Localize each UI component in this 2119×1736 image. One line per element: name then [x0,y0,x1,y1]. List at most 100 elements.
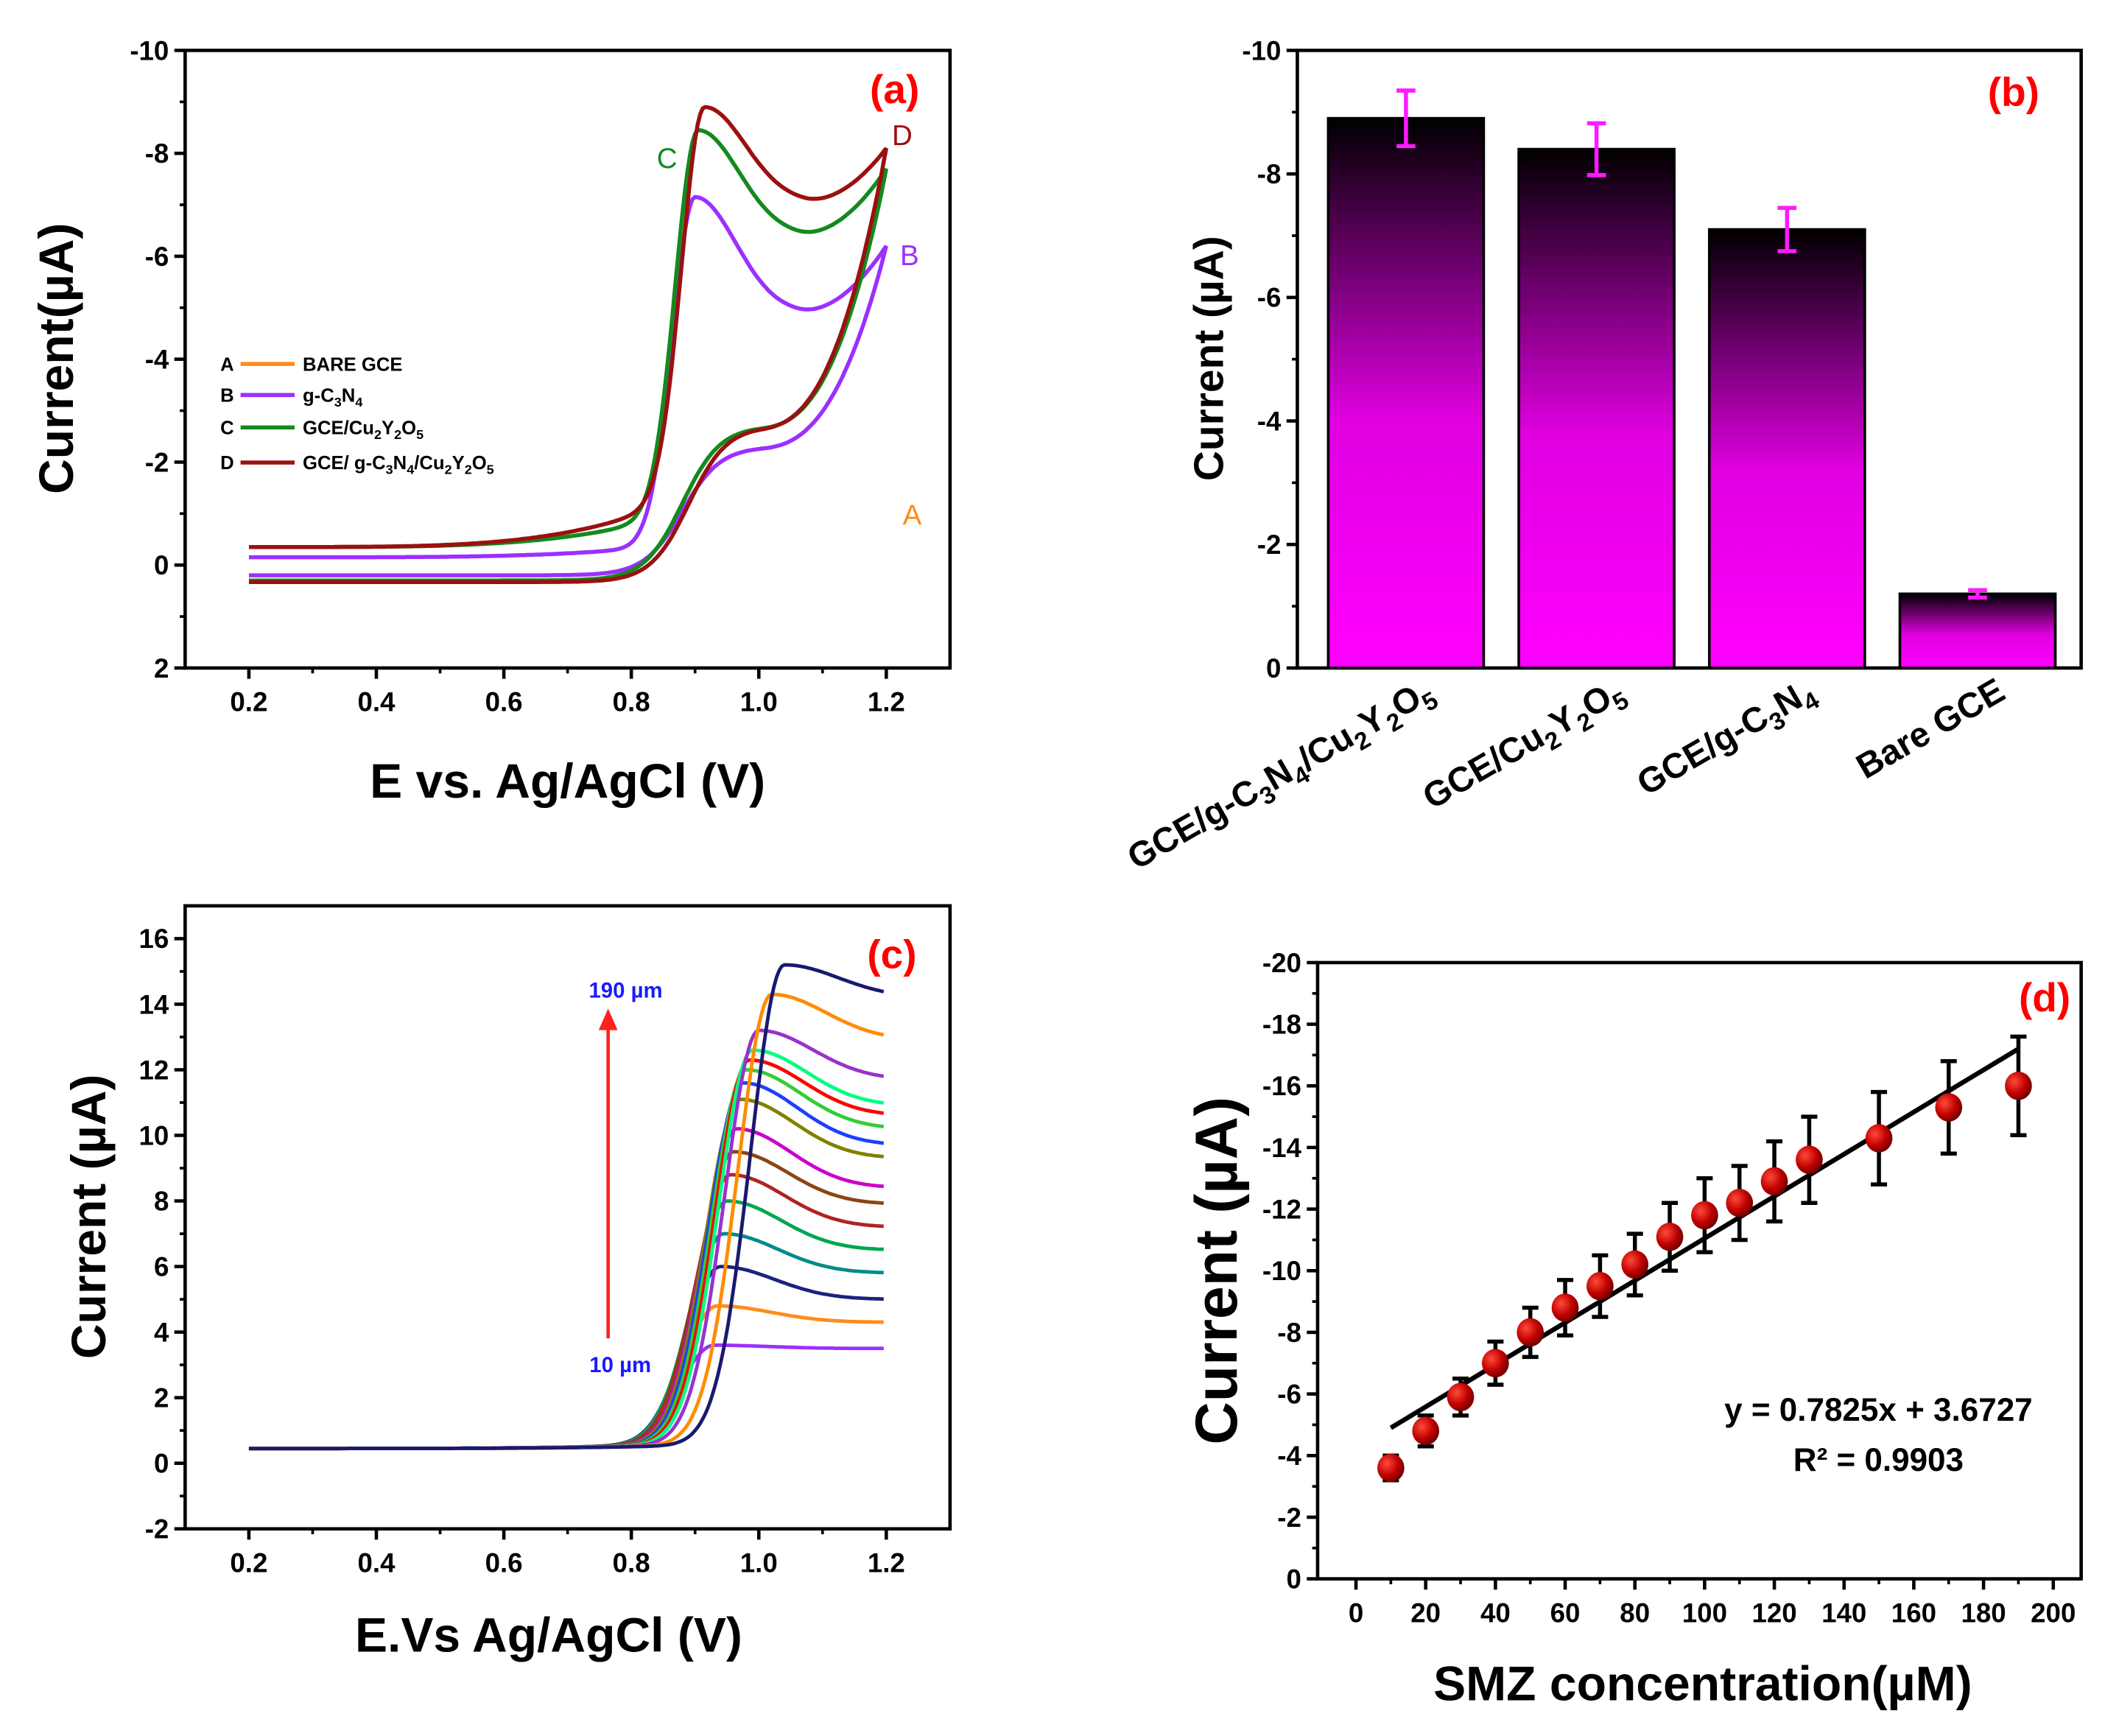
panel-d-xlabel: SMZ concentration(µM) [1433,1656,1972,1711]
fit-equation: y = 0.7825x + 3.6727 [1724,1392,2033,1428]
x-tick-label: 1.2 [868,1547,905,1578]
y-tick-label: -4 [145,345,169,375]
panel-a-label: (a) [870,66,919,112]
x-tick-label: 160 [1891,1598,1936,1628]
curve-label-a: A [903,499,922,531]
data-point [1691,1201,1718,1230]
category-label: Bare GCE [1850,671,2011,787]
panel-b-ylabel: Current (µA) [1187,236,1233,481]
y-tick-label: 0 [1266,653,1281,683]
x-tick-label: 0.6 [485,1547,523,1578]
category-label: GCE/g-C3N4 [1631,671,1824,809]
panel-d-ylabel: Current (µA) [1184,1097,1250,1445]
category-label: GCE/g-C3N4/Cu2Y2O5 [1121,671,1443,883]
legend-key-a: A [220,354,234,375]
data-point [1726,1188,1754,1217]
cv-curve-30 [248,1265,884,1451]
y-tick-label: -6 [145,242,169,272]
y-tick-label: -18 [1262,1009,1301,1039]
data-point [2005,1072,2032,1100]
y-tick-label: -16 [1262,1071,1301,1101]
y-tick-label: -8 [1257,159,1282,189]
y-tick-label: 8 [154,1186,169,1216]
y-tick-label: -20 [1262,948,1301,978]
y-tick-label: -4 [1257,406,1282,436]
panel-c-xlabel: E.Vs Ag/AgCl (V) [355,1608,742,1662]
cv-curve-20 [248,1304,884,1451]
y-tick-label: 2 [154,653,169,683]
panel-b: -10 -8 -6 -4 -2 0GCE/g-C3N4/Cu2Y2O5GCE/Cu2Y2O… [1121,35,2083,883]
y-tick-label: 4 [154,1317,169,1347]
x-tick-label: 80 [1620,1598,1650,1628]
data-point [1621,1250,1649,1279]
y-tick-label: -2 [1277,1503,1301,1533]
x-tick-label: 140 [1821,1598,1866,1628]
legend-label-c: GCE/Cu2Y2O5 [303,418,424,442]
y-tick-label: 2 [154,1382,169,1413]
y-tick-label: 0 [154,1449,169,1479]
x-tick-label: 1.2 [868,687,905,717]
x-tick-label: 0 [1349,1598,1363,1628]
curve-label-b: B [900,240,919,272]
cv-curve-b [248,194,888,577]
y-tick-label: -8 [1277,1318,1301,1348]
data-point [1935,1093,1963,1122]
legend-label-d: GCE/ g-C3N4/Cu2Y2O5 [303,453,494,477]
cv-curve-130 [248,1048,885,1451]
data-point [1865,1124,1893,1153]
x-tick-label: 60 [1550,1598,1581,1628]
cv-curve-100 [248,1080,885,1451]
panel-b-plot-area: -10 -8 -6 -4 -2 0GCE/g-C3N4/Cu2Y2O5GCE/Cu2Y2O… [1121,35,2083,883]
y-tick-label: -14 [1262,1133,1302,1163]
data-point [1551,1293,1579,1322]
data-point [1447,1382,1475,1412]
annotation-top: 190 µm [588,979,662,1003]
category-label: GCE/Cu2Y2O5 [1416,671,1634,823]
y-tick-label: -4 [1277,1441,1301,1471]
data-point [1412,1416,1440,1446]
bar [1326,116,1486,670]
r-squared: R² = 0.9903 [1793,1442,1964,1478]
y-tick-label: 0 [154,550,169,580]
y-tick-label: -6 [1277,1379,1301,1409]
x-tick-label: 40 [1480,1598,1511,1628]
legend-label-a: BARE GCE [303,354,403,375]
bar [1707,228,1866,670]
legend-key-b: B [220,385,234,406]
x-tick-label: 200 [2031,1598,2076,1628]
x-tick-label: 0.2 [230,1547,267,1578]
x-tick-label: 1.0 [740,1547,778,1578]
y-tick-label: -2 [145,1514,169,1545]
panel-c-plot-area: -2 0 2 4 6 8 10 12 14 16 0.2 0.4 0.6 0.8 1.0 1.2 [139,904,952,1578]
curve-label-d: D [892,120,913,152]
y-tick-label: 16 [139,924,169,954]
x-tick-label: 0.8 [613,687,650,717]
curve-label-c: C [657,143,678,175]
panel-b-label: (b) [1988,69,2039,115]
y-tick-label: -10 [130,35,169,66]
panel-c-label: (c) [867,931,916,977]
panel-d-label: (d) [2019,974,2070,1020]
x-tick-label: 1.0 [740,687,778,717]
panel-d-plot-area: -20-18-16-14-12-10-8-6-4-200 20 40 60 80 100 1… [1262,948,2083,1628]
y-tick-label: -10 [1262,1256,1301,1286]
y-tick-label: -2 [145,447,169,477]
x-tick-label: 0.4 [357,1547,396,1578]
y-tick-label: 0 [1287,1564,1301,1594]
data-point [1656,1222,1684,1251]
cv-curve-190 [248,963,885,1451]
legend-key-c: C [220,418,234,439]
panel-a-legend: A BARE GCE B g-C3N4 C GCE/Cu2Y2O5 D GCE/… [220,354,494,477]
bar [1898,592,2057,670]
y-tick-label: 12 [139,1055,169,1085]
cv-curve-110 [248,1068,885,1451]
y-tick-label: 14 [139,989,169,1019]
cv-curve-40 [248,1231,884,1451]
data-point [1760,1167,1788,1196]
x-tick-label: 100 [1682,1598,1727,1628]
cv-curve-150 [248,1028,885,1451]
data-point [1517,1318,1545,1347]
y-tick-label: -8 [145,138,169,169]
data-point [1482,1349,1509,1378]
